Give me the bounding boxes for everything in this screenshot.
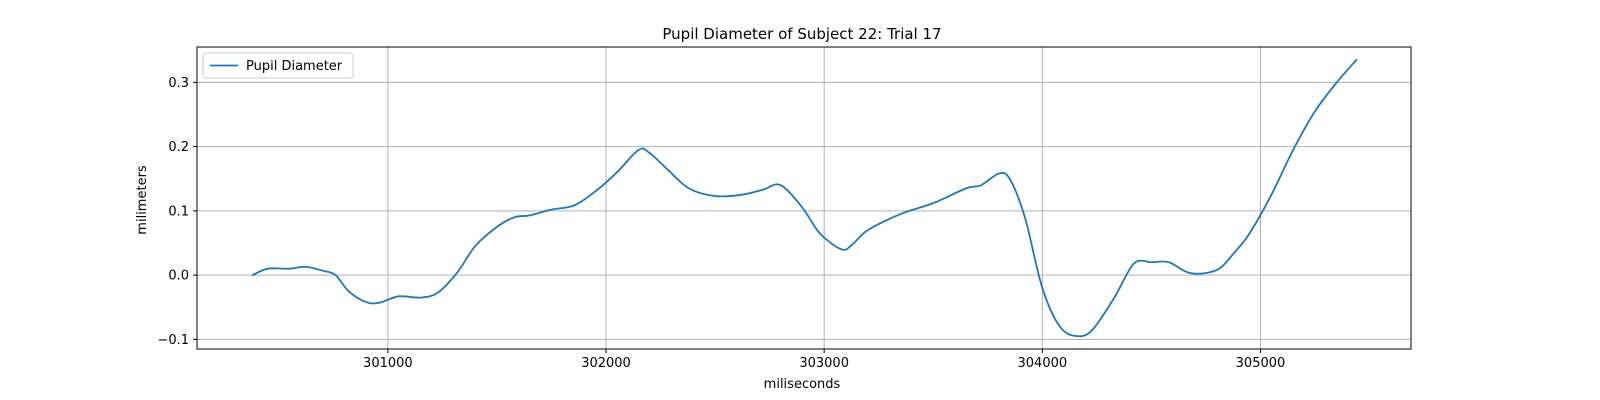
x-tick-label: 303000 — [799, 356, 849, 371]
y-tick-label: 0.1 — [168, 204, 189, 219]
legend: Pupil Diameter — [202, 52, 354, 79]
x-tick-label: 304000 — [1018, 356, 1068, 371]
chart-title: Pupil Diameter of Subject 22: Trial 17 — [662, 25, 941, 43]
x-tick-label: 302000 — [581, 356, 631, 371]
x-tick-label: 305000 — [1236, 356, 1286, 371]
y-tick-label: 0.2 — [168, 140, 189, 155]
y-axis-label: milimeters — [135, 165, 150, 235]
series-line-pupil-diameter — [251, 58, 1358, 338]
legend-label: Pupil Diameter — [246, 59, 343, 74]
y-tick-label: −0.1 — [157, 333, 189, 348]
y-tick-label: 0.0 — [168, 269, 189, 284]
plot-frame — [196, 46, 1412, 350]
x-axis-label: miliseconds — [764, 377, 841, 392]
legend-box — [202, 52, 354, 79]
grid — [197, 47, 1411, 349]
x-axis: 301000 302000 303000 304000 305000 — [363, 349, 1285, 371]
y-axis: −0.1 0.0 0.1 0.2 0.3 — [157, 76, 197, 348]
series-layer — [251, 58, 1358, 338]
x-tick-label: 301000 — [363, 356, 413, 371]
y-tick-label: 0.3 — [168, 76, 189, 91]
